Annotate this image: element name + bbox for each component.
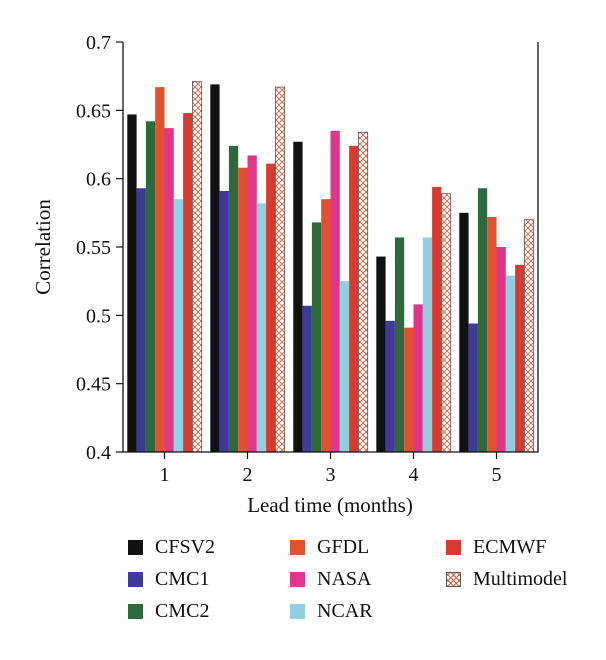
bar-gfdl-5 [487, 216, 497, 452]
bar-nasa-2 [247, 155, 257, 452]
bar-cmc1-3 [302, 305, 312, 452]
x-tick-label: 2 [243, 464, 253, 486]
bar-multimodel-2 [274, 86, 286, 453]
bar-ecmwf-4 [432, 186, 442, 452]
bar-chart: 0.4 0.45 0.5 0.55 0.6 0.65 0.7 1 2 3 4 5 Correlatio… [31, 32, 539, 517]
legend-label: NASA [317, 568, 372, 590]
y-tick-label: 0.6 [86, 169, 111, 191]
bar-multimodel-4 [440, 193, 452, 453]
legend-label: NCAR [317, 600, 373, 622]
legend-swatch [290, 572, 305, 587]
legend-item-nasa: NASA [290, 568, 371, 591]
bar-gfdl-2 [238, 167, 248, 453]
bar-nasa-4 [413, 304, 423, 452]
plot-area: 0.4 0.45 0.5 0.55 0.6 0.65 0.7 1 2 3 4 5 [76, 32, 539, 486]
y-tick-label: 0.55 [76, 237, 111, 259]
bar-cmc2-1 [145, 121, 156, 453]
axis-frame [122, 42, 539, 453]
legend-swatch [446, 572, 461, 587]
bar-cfsv2-2 [210, 84, 220, 453]
x-tick-label: 4 [409, 464, 419, 486]
bar-cmc1-5 [468, 323, 478, 452]
legend-label: ECMWF [473, 536, 547, 558]
bar-ncar-5 [505, 275, 516, 452]
bar-ecmwf-2 [266, 163, 276, 452]
legend-swatch [290, 604, 305, 619]
bar-multimodel-3 [357, 131, 369, 453]
legend-swatch [290, 540, 305, 555]
bar-nasa-5 [496, 247, 506, 452]
y-tick-label: 0.65 [76, 100, 111, 122]
legend-item-ecmwf: ECMWF [446, 536, 546, 559]
x-tick-label: 5 [492, 464, 502, 486]
bar-cfsv2-4 [376, 256, 386, 452]
legend-item-ncar: NCAR [290, 600, 373, 623]
legend-swatch [128, 572, 143, 587]
legend-label: GFDL [317, 536, 370, 558]
bar-cmc1-1 [136, 188, 146, 453]
bar-cmc1-4 [385, 320, 395, 452]
bar-gfdl-1 [155, 87, 165, 452]
bar-cfsv2-1 [127, 114, 137, 453]
legend-swatch [128, 604, 143, 619]
legend-item-multimodel: Multimodel [446, 568, 567, 591]
bar-ncar-4 [422, 237, 433, 452]
y-tick-label: 0.5 [86, 305, 111, 327]
y-tick-label: 0.4 [86, 442, 111, 464]
legend-item-cmc2: CMC2 [128, 600, 209, 623]
x-tick-label: 1 [160, 464, 170, 486]
bar-cfsv2-5 [459, 212, 469, 452]
legend-swatch [128, 540, 143, 555]
bar-ncar-1 [173, 199, 184, 452]
bar-ncar-3 [339, 281, 350, 452]
legend-item-cfsv2: CFSV2 [128, 536, 215, 559]
legend-item-gfdl: GFDL [290, 536, 369, 559]
bar-cmc1-2 [219, 190, 229, 452]
bar-ecmwf-5 [515, 264, 525, 452]
bar-cmc2-5 [477, 188, 488, 453]
y-tick-label: 0.7 [86, 32, 111, 54]
bar-multimodel-5 [524, 219, 535, 453]
bar-nasa-1 [164, 128, 174, 452]
bar-multimodel-1 [191, 81, 203, 453]
bar-cmc2-3 [311, 222, 322, 452]
bar-nasa-3 [330, 130, 340, 452]
bar-ncar-2 [256, 203, 267, 452]
x-axis-label: Lead time (months) [247, 493, 413, 517]
legend-label: CFSV2 [155, 536, 216, 558]
bar-cmc2-2 [228, 145, 239, 452]
y-axis-label: Correlation [31, 199, 55, 295]
bar-cfsv2-3 [293, 141, 303, 452]
bar-gfdl-3 [321, 199, 331, 452]
bar-cmc2-4 [394, 237, 405, 452]
legend-label: CMC2 [155, 600, 210, 622]
bar-ecmwf-3 [349, 145, 359, 452]
legend-item-cmc1: CMC1 [128, 568, 209, 591]
bar-gfdl-4 [404, 327, 414, 452]
bar-ecmwf-1 [183, 113, 193, 452]
x-tick-label: 3 [326, 464, 336, 486]
legend-label: CMC1 [155, 568, 210, 590]
y-tick-label: 0.45 [76, 374, 111, 396]
legend-label: Multimodel [473, 568, 568, 590]
legend-swatch [446, 540, 461, 555]
